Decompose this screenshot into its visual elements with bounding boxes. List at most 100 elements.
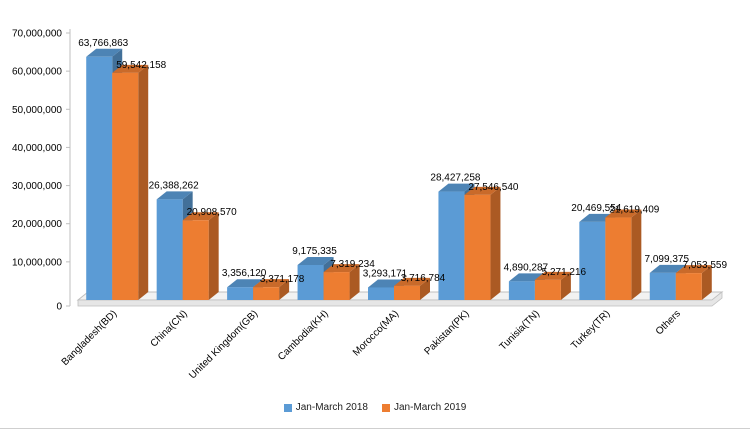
bar-top xyxy=(227,279,264,288)
y-tick-label: 50,000,000 xyxy=(12,105,62,116)
bar xyxy=(112,64,149,301)
bar-front xyxy=(112,72,139,301)
data-label: 3,293,171 xyxy=(363,268,408,279)
x-tick-label: Others xyxy=(654,308,683,337)
y-tick-label: 70,000,000 xyxy=(12,29,62,40)
y-tick-label: 0 xyxy=(56,302,62,313)
legend-label-series-1: Jan-March 2018 xyxy=(295,402,368,413)
bar-side xyxy=(490,186,501,300)
bar-front xyxy=(253,287,280,300)
data-label: 7,319,234 xyxy=(330,259,375,270)
data-label: 7,099,375 xyxy=(645,254,690,265)
y-tick-label: 60,000,000 xyxy=(12,67,62,78)
x-axis-labels: Bangladesh(BD) China(CN)United Kingdom(GB… xyxy=(60,308,683,381)
bar xyxy=(605,209,642,300)
bar-top xyxy=(297,257,334,266)
data-label: 20,469,554 xyxy=(571,203,621,214)
data-label: 3,356,120 xyxy=(222,268,267,279)
x-tick-label: Turkey(TR) xyxy=(569,308,612,351)
bar-top xyxy=(534,271,571,280)
bar-top xyxy=(438,183,475,192)
data-label: 21,619,409 xyxy=(609,205,659,216)
bar-side xyxy=(420,277,430,300)
x-tick-label: Tunisia(TN) xyxy=(498,308,542,352)
bar-top xyxy=(86,48,123,57)
bar xyxy=(464,186,501,300)
y-tick-label: 40,000,000 xyxy=(12,143,62,154)
bar xyxy=(253,279,290,300)
bar-side xyxy=(279,279,290,300)
x-tick-label: United Kingdom(GB) xyxy=(187,308,260,381)
bar-side xyxy=(631,209,642,300)
bar-front xyxy=(368,287,394,300)
x-tick-label: Morocco(MA) xyxy=(351,308,401,358)
bar-top xyxy=(605,209,642,218)
x-tick-label: China(CN) xyxy=(149,308,190,349)
legend-item-series-2: Jan-March 2019 xyxy=(382,402,466,413)
bar-front xyxy=(227,287,254,300)
data-label: 7,053,559 xyxy=(683,260,728,271)
legend-swatch-series-2 xyxy=(382,403,390,412)
data-label: 3,716,784 xyxy=(401,273,446,284)
bar-front xyxy=(86,56,113,301)
bar-top xyxy=(464,186,501,195)
bar-top xyxy=(182,212,219,221)
legend-item-series-1: Jan-March 2018 xyxy=(283,402,368,413)
bar-front xyxy=(579,221,606,300)
bar-front xyxy=(675,273,702,300)
data-label: 28,427,258 xyxy=(430,173,480,184)
bar-front xyxy=(464,194,491,300)
bar-top xyxy=(323,264,360,273)
bar xyxy=(394,277,430,300)
y-axis: 0 10,000,000 20,000,000 30,000,000 40,000,00… xyxy=(12,29,71,313)
bar-front xyxy=(508,281,535,300)
bar-side xyxy=(208,212,219,300)
bar-top xyxy=(156,191,193,200)
bar-front xyxy=(605,217,632,300)
bar xyxy=(323,264,360,300)
bar-side xyxy=(560,271,571,300)
bar-front xyxy=(438,191,465,300)
bottom-border xyxy=(0,428,750,429)
data-label: 4,890,287 xyxy=(504,262,549,273)
bar-front xyxy=(297,265,324,300)
legend-swatch-series-1 xyxy=(283,403,292,412)
bar-side xyxy=(138,64,149,301)
bar-top xyxy=(394,277,430,286)
data-label: 27,546,540 xyxy=(468,182,518,193)
bar-front xyxy=(156,199,183,300)
y-tick-label: 10,000,000 xyxy=(12,257,62,268)
data-label: 59,542,158 xyxy=(116,60,166,71)
bar xyxy=(368,279,404,300)
bar xyxy=(534,271,571,300)
x-tick-label: Pakistan(PK) xyxy=(423,308,472,357)
bars xyxy=(86,48,712,301)
y-tick-label: 20,000,000 xyxy=(12,219,62,230)
bar-side xyxy=(701,265,712,300)
x-tick-label: Cambodia(KH) xyxy=(276,308,331,363)
legend-label-series-2: Jan-March 2019 xyxy=(394,402,467,413)
bar-front xyxy=(394,285,420,300)
bar-front xyxy=(649,272,676,300)
y-tick-label: 30,000,000 xyxy=(12,181,62,192)
bar-front xyxy=(182,220,209,300)
bar-top xyxy=(675,265,712,274)
data-label: 9,175,335 xyxy=(292,246,337,257)
data-label: 63,766,863 xyxy=(78,38,128,49)
data-label: 3,371,178 xyxy=(260,274,305,285)
bar xyxy=(182,212,219,300)
floor-edge xyxy=(77,291,723,307)
bar xyxy=(675,265,712,300)
bar-front xyxy=(323,272,350,300)
bar-top xyxy=(253,279,290,288)
bar-top xyxy=(649,264,686,273)
bar-side xyxy=(349,264,360,300)
data-label: 5,271,216 xyxy=(542,267,587,278)
bar-top xyxy=(112,64,149,73)
bar-front xyxy=(534,279,561,300)
data-labels: 63,766,863 59,542,158 26,388,262 20,908,570… xyxy=(78,38,727,285)
data-label: 20,908,570 xyxy=(187,207,237,218)
x-tick-label: Bangladesh(BD) xyxy=(60,308,120,368)
legend: Jan-March 2018 Jan-March 2019 xyxy=(0,402,750,413)
